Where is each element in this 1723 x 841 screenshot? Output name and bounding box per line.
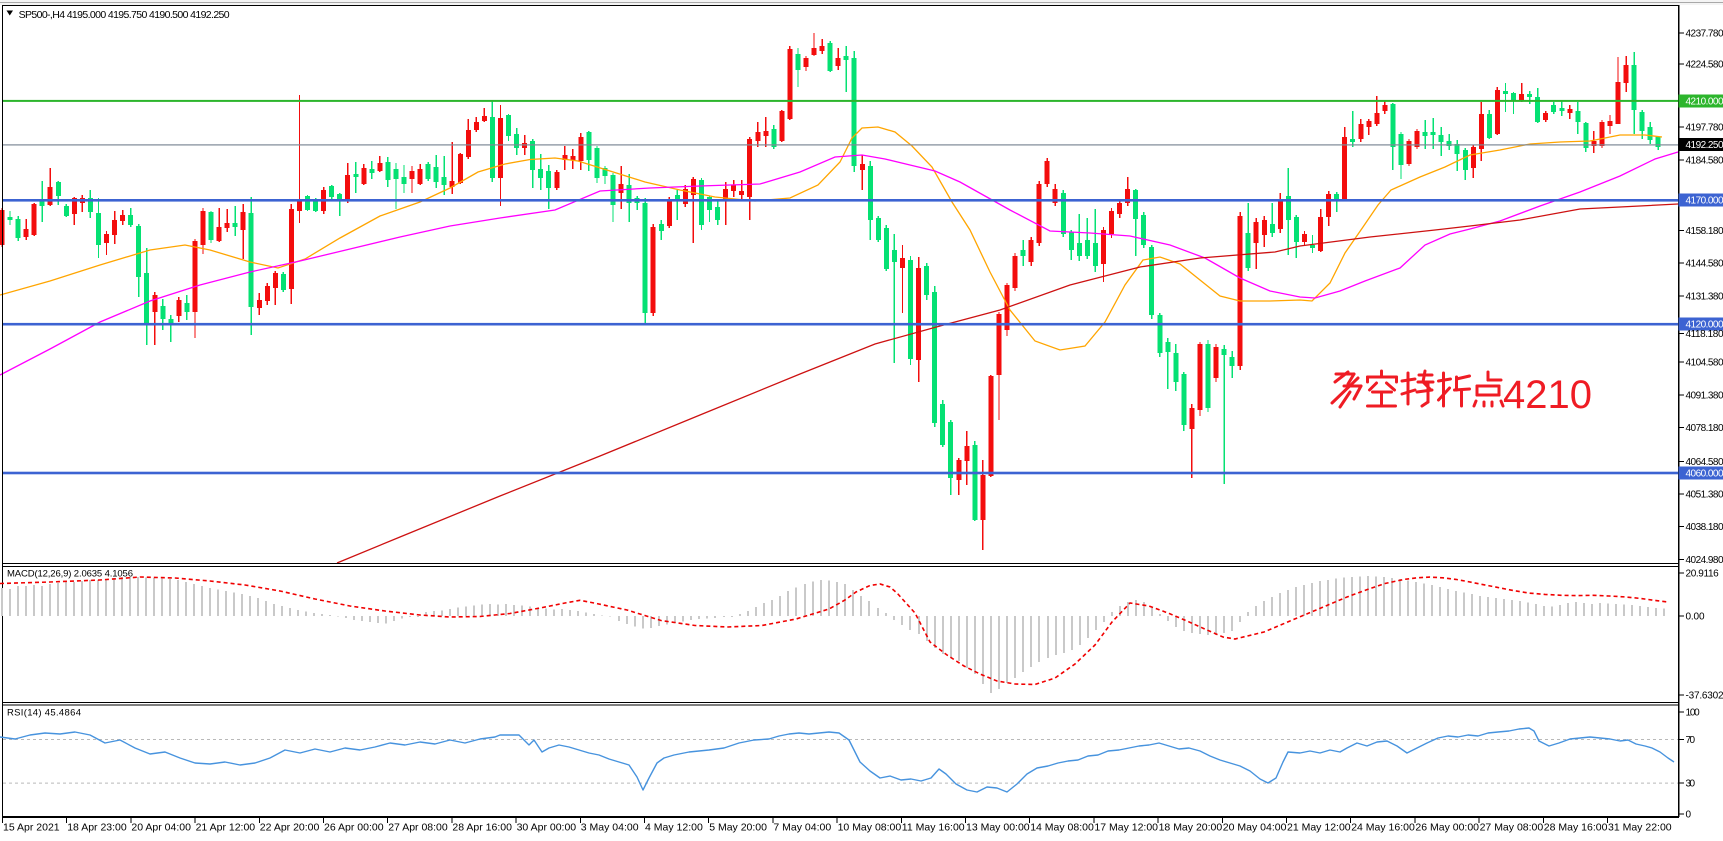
svg-text:22 Apr 20:00: 22 Apr 20:00 — [260, 822, 320, 834]
svg-text:4060.000: 4060.000 — [1686, 468, 1723, 479]
svg-text:30 Apr 00:00: 30 Apr 00:00 — [517, 822, 577, 834]
svg-text:26 Apr 00:00: 26 Apr 00:00 — [324, 822, 384, 834]
svg-text:24 May 16:00: 24 May 16:00 — [1351, 822, 1415, 834]
svg-text:14 May 08:00: 14 May 08:00 — [1030, 822, 1094, 834]
svg-text:MACD(12,26,9) 2.0635 4.1056: MACD(12,26,9) 2.0635 4.1056 — [7, 569, 133, 580]
svg-text:28 May 16:00: 28 May 16:00 — [1544, 822, 1608, 834]
svg-text:RSI(14) 45.4864: RSI(14) 45.4864 — [7, 708, 81, 719]
svg-text:4210.000: 4210.000 — [1686, 96, 1723, 107]
svg-text:21 May 12:00: 21 May 12:00 — [1287, 822, 1351, 834]
svg-text:4104.580: 4104.580 — [1686, 358, 1723, 369]
svg-text:SP500-,H4 4195.000 4195.750 4: SP500-,H4 4195.000 4195.750 4190.500 419… — [19, 9, 230, 21]
svg-text:13 May 00:00: 13 May 00:00 — [966, 822, 1030, 834]
svg-text:-37.6302: -37.6302 — [1686, 691, 1723, 702]
svg-text:4224.580: 4224.580 — [1686, 60, 1723, 71]
svg-text:20 May 04:00: 20 May 04:00 — [1223, 822, 1287, 834]
svg-text:4237.780: 4237.780 — [1686, 28, 1723, 39]
svg-text:17 May 12:00: 17 May 12:00 — [1094, 822, 1158, 834]
svg-text:27 Apr 08:00: 27 Apr 08:00 — [388, 822, 448, 834]
svg-text:4170.000: 4170.000 — [1686, 196, 1723, 207]
svg-text:10 May 08:00: 10 May 08:00 — [838, 822, 902, 834]
svg-text:4038.180: 4038.180 — [1686, 522, 1723, 533]
svg-text:4184.580: 4184.580 — [1686, 155, 1723, 166]
svg-text:100: 100 — [1686, 708, 1701, 719]
svg-text:0: 0 — [1686, 810, 1692, 821]
svg-text:27 May 08:00: 27 May 08:00 — [1480, 822, 1544, 834]
svg-text:0.00: 0.00 — [1686, 612, 1705, 623]
svg-text:28 Apr 16:00: 28 Apr 16:00 — [452, 822, 512, 834]
svg-text:4118.180: 4118.180 — [1686, 329, 1723, 340]
svg-text:11 May 16:00: 11 May 16:00 — [902, 822, 965, 834]
svg-text:15 Apr 2021: 15 Apr 2021 — [3, 822, 60, 834]
svg-text:4064.580: 4064.580 — [1686, 457, 1723, 468]
svg-text:18 Apr 23:00: 18 Apr 23:00 — [67, 822, 127, 834]
svg-text:20 Apr 04:00: 20 Apr 04:00 — [131, 822, 191, 834]
svg-text:3 May 04:00: 3 May 04:00 — [581, 822, 639, 834]
svg-text:70: 70 — [1686, 735, 1696, 746]
svg-text:30: 30 — [1686, 779, 1696, 790]
svg-text:4078.180: 4078.180 — [1686, 423, 1723, 434]
svg-text:4024.980: 4024.980 — [1686, 555, 1723, 566]
svg-text:4120.000: 4120.000 — [1686, 319, 1723, 330]
svg-text:4210: 4210 — [1503, 373, 1592, 417]
svg-text:4144.580: 4144.580 — [1686, 259, 1723, 270]
svg-text:31 May 22:00: 31 May 22:00 — [1608, 822, 1672, 834]
svg-text:4091.380: 4091.380 — [1686, 390, 1723, 401]
svg-text:4192.250: 4192.250 — [1686, 140, 1723, 151]
svg-text:4051.380: 4051.380 — [1686, 490, 1723, 501]
svg-text:4158.180: 4158.180 — [1686, 226, 1723, 237]
svg-text:4197.780: 4197.780 — [1686, 123, 1723, 134]
svg-text:21 Apr 12:00: 21 Apr 12:00 — [196, 822, 256, 834]
svg-text:5 May 20:00: 5 May 20:00 — [709, 822, 767, 834]
svg-text:4 May 12:00: 4 May 12:00 — [645, 822, 703, 834]
svg-text:18 May 20:00: 18 May 20:00 — [1159, 822, 1223, 834]
svg-text:7 May 04:00: 7 May 04:00 — [773, 822, 831, 834]
svg-text:20.9116: 20.9116 — [1686, 569, 1720, 580]
svg-text:4131.380: 4131.380 — [1686, 291, 1723, 302]
svg-text:26 May 00:00: 26 May 00:00 — [1415, 822, 1479, 834]
